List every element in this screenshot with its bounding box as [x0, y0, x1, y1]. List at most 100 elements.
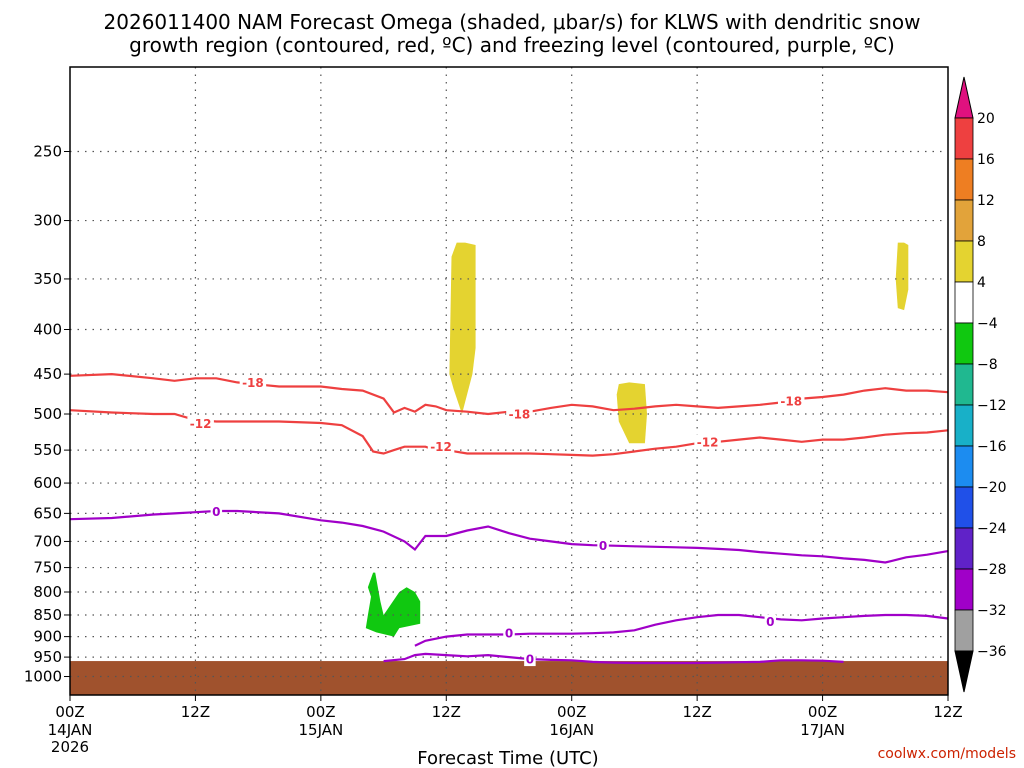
- y-tick-label-800: 800: [33, 583, 62, 601]
- contour-line-0b: [414, 613, 949, 647]
- x-axis-title: Forecast Time (UTC): [417, 748, 598, 768]
- y-axis: 250 300 350 400 450 500 550 600 650 700 750 800 850 9…: [24, 143, 70, 686]
- x-tick-label-7: 12Z: [933, 703, 962, 721]
- colorbar-label-10: −24: [977, 521, 1007, 537]
- contour-line-0: [69, 509, 949, 564]
- omega-shade-region-1: [616, 382, 647, 444]
- contour-label--18-0: -18: [242, 376, 264, 390]
- colorbar-label-7: −12: [977, 398, 1007, 414]
- colorbar-bin-8: [954, 404, 974, 447]
- y-tick-label-350: 350: [33, 270, 62, 288]
- x-tick-year-0: 2026: [51, 738, 89, 756]
- x-tick-date-6: 17JAN: [800, 721, 845, 739]
- terrain-fill: [70, 661, 948, 695]
- contour-label--18-2: -18: [780, 394, 802, 408]
- contour-label-bg--18-1: [506, 407, 533, 422]
- colorbar-bin-6: [954, 322, 974, 365]
- colorbar-bin-5: [954, 281, 974, 324]
- colorbar-bin-13: [954, 609, 974, 652]
- colorbar-bin-9: [954, 445, 974, 488]
- colorbar-bin-12: [954, 568, 974, 611]
- colorbar-label-6: −8: [977, 357, 998, 373]
- colorbar-label-4: 4: [977, 275, 986, 291]
- colorbar-label-8: −16: [977, 439, 1007, 455]
- colorbar-bin-4: [954, 240, 974, 283]
- contour-label--12-0: -12: [190, 417, 212, 431]
- contour-line-0c: [383, 652, 844, 665]
- plot-frame: [69, 66, 949, 696]
- y-tick-label-700: 700: [33, 532, 62, 550]
- colorbar-label-0: 20: [977, 111, 995, 127]
- x-tick-label-0: 00Z: [55, 703, 84, 721]
- contour-label-bg-0b-0: [503, 626, 515, 641]
- contour-label-0c-0: 0: [526, 653, 534, 667]
- colorbar-bin-11: [954, 527, 974, 570]
- x-tick-label-6: 00Z: [808, 703, 837, 721]
- x-tick-date-2: 15JAN: [298, 721, 343, 739]
- y-tick-label-1000: 1000: [24, 668, 62, 686]
- y-tick-label-900: 900: [33, 628, 62, 646]
- colorbar-label-3: 8: [977, 234, 986, 250]
- contour-label-bg--18-2: [777, 393, 805, 408]
- colorbar: 20 16 12 8 4 −4 −8 −12 −16 −20 −24 −28 −32 −36: [954, 76, 1007, 693]
- y-tick-label-600: 600: [33, 474, 62, 492]
- omega-shade-region-0: [449, 242, 476, 414]
- y-tick-label-650: 650: [33, 504, 62, 522]
- y-tick-label-300: 300: [33, 212, 62, 230]
- colorbar-label-9: −20: [977, 480, 1007, 496]
- contour-label-bg--12-0: [187, 416, 214, 431]
- y-tick-label-750: 750: [33, 559, 62, 577]
- contour-label-0-0: 0: [212, 505, 220, 519]
- y-tick-label-850: 850: [33, 606, 62, 624]
- contour-label-bg-0-1: [597, 538, 609, 553]
- colorbar-bin-1: [954, 117, 974, 160]
- chart-title-line2: growth region (contoured, red, ºC) and f…: [129, 33, 895, 57]
- x-tick-date-0: 14JAN: [48, 721, 93, 739]
- contour-label-0b-0: 0: [505, 627, 513, 641]
- omega-shade-region-2: [895, 242, 909, 311]
- colorbar-bin-10: [954, 486, 974, 529]
- contour-label-bg-0-0: [210, 504, 223, 519]
- omega-shade-region-3: [365, 572, 421, 637]
- contour-label-bg--12-1: [427, 439, 455, 454]
- chart-title-line1: 2026011400 NAM Forecast Omega (shaded, μ…: [104, 10, 921, 34]
- grid-layer: [70, 67, 948, 695]
- y-tick-label-400: 400: [33, 321, 62, 339]
- x-tick-label-1: 12Z: [181, 703, 210, 721]
- credit-text: coolwx.com/models: [878, 746, 1016, 762]
- colorbar-bin-3: [954, 199, 974, 242]
- contour-line--12: [69, 409, 949, 457]
- y-tick-label-250: 250: [33, 143, 62, 161]
- colorbar-bottom-arrow: [954, 650, 974, 693]
- colorbar-label-1: 16: [977, 152, 995, 168]
- contour-label-bg-0c-0: [524, 652, 536, 667]
- x-tick-date-4: 16JAN: [549, 721, 594, 739]
- colorbar-bin-7: [954, 363, 974, 406]
- contour-label--12-2: -12: [697, 435, 719, 449]
- contour-label-bg--18-0: [239, 375, 267, 390]
- colorbar-label-5: −4: [977, 316, 998, 332]
- colorbar-label-12: −32: [977, 603, 1007, 619]
- x-tick-label-4: 00Z: [557, 703, 586, 721]
- y-tick-label-950: 950: [33, 648, 62, 666]
- contour-label-0-1: 0: [599, 539, 607, 553]
- colorbar-bin-2: [954, 158, 974, 201]
- x-tick-label-2: 00Z: [306, 703, 335, 721]
- y-tick-label-450: 450: [33, 365, 62, 383]
- x-tick-label-5: 12Z: [682, 703, 711, 721]
- contour-label--12-1: -12: [430, 440, 452, 454]
- colorbar-label-11: −28: [977, 562, 1007, 578]
- y-tick-label-500: 500: [33, 405, 62, 423]
- colorbar-top-arrow: [954, 76, 974, 119]
- contour-label-bg-0b-1: [764, 614, 777, 629]
- colorbar-label-2: 12: [977, 193, 995, 209]
- contour-label-bg--12-2: [694, 434, 721, 449]
- colorbar-label-13: −36: [977, 644, 1007, 660]
- omega-shading-layer: [365, 242, 909, 637]
- contour-label-0b-1: 0: [766, 615, 774, 629]
- terrain-layer: [70, 661, 948, 695]
- y-tick-label-550: 550: [33, 441, 62, 459]
